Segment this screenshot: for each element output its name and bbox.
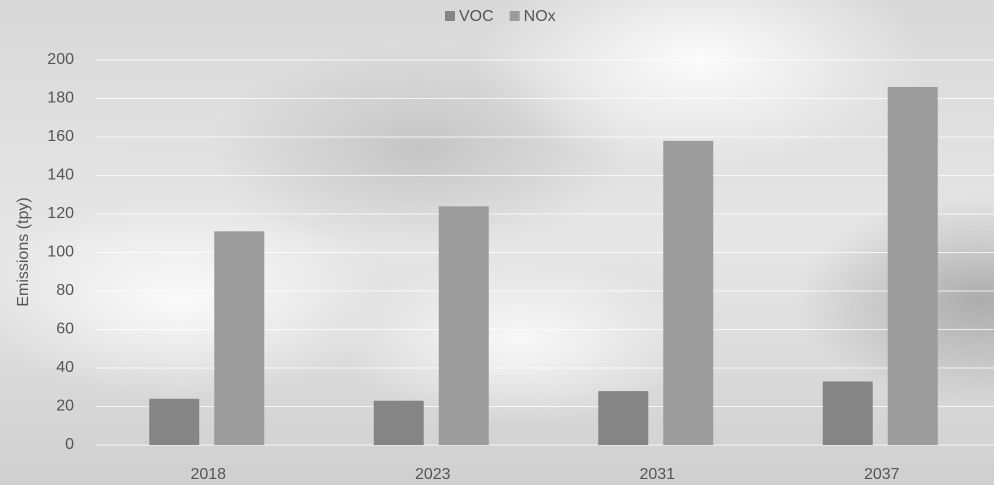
x-tick-label: 2037 [864,466,900,483]
x-tick-label: 2018 [190,466,226,483]
y-tick-label: 120 [47,205,74,222]
bar [438,206,489,445]
bar [149,398,200,445]
y-tick-label: 20 [56,398,74,415]
legend-swatch [445,11,455,21]
legend-label: NOx [524,8,556,25]
x-tick-label: 2023 [415,466,451,483]
legend-swatch [509,11,520,21]
y-tick-label: 100 [47,244,74,261]
y-tick-label: 140 [47,167,74,184]
x-tick-label: 2031 [639,466,675,483]
y-tick-label: 200 [47,51,74,68]
bar [373,400,424,445]
bar [663,140,714,445]
y-tick-label: 180 [47,90,74,107]
bar [822,381,873,445]
y-tick-label: 160 [47,128,74,145]
y-tick-label: 60 [56,321,74,338]
bar [214,231,265,445]
y-tick-label: 40 [56,359,74,376]
y-axis-label: Emissions (tpy) [15,197,32,306]
y-tick-label: 0 [65,436,74,453]
legend-label: VOC [459,8,494,25]
bar [598,391,649,445]
bar [887,86,938,445]
y-tick-label: 80 [56,282,74,299]
